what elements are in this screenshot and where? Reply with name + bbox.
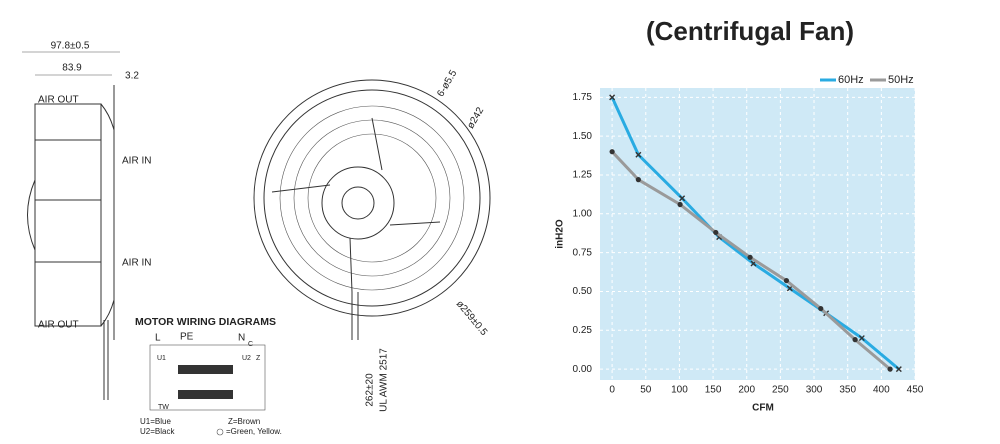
x-tick-label: 400	[873, 385, 890, 396]
dimension: ø242	[465, 105, 486, 131]
ring	[279, 105, 465, 291]
y-tick-label: 1.25	[573, 170, 593, 181]
point	[852, 337, 858, 343]
ring	[307, 133, 437, 263]
y-tick-label: 0.50	[573, 286, 593, 297]
point	[786, 285, 793, 292]
coil	[178, 365, 233, 374]
point	[783, 277, 790, 284]
point	[747, 254, 753, 260]
wiring-legend: Z=Brown	[228, 417, 260, 426]
airflow-label: AIR IN	[122, 156, 151, 167]
terminal: U1	[157, 355, 166, 362]
dimension: 97.8±0.5	[51, 41, 90, 52]
point	[895, 366, 902, 373]
hub	[27, 179, 36, 251]
point	[818, 305, 824, 312]
y-tick-label: 1.50	[573, 131, 593, 142]
point	[679, 195, 686, 202]
outer-ring	[253, 79, 491, 317]
technical-drawing: 97.8±0.5 83.9 3.2 AIR OUT AIR IN AIR IN …	[22, 41, 491, 436]
plot-background	[600, 88, 915, 380]
ring	[293, 119, 451, 277]
airflow-label: AIR IN	[122, 258, 151, 269]
y-tick-label: 0.25	[573, 325, 593, 336]
x-tick-label: 0	[609, 385, 615, 396]
terminal: Z	[256, 355, 261, 362]
cable-spec: UL AWM 2517	[379, 348, 390, 412]
dimension: ø259±0.5	[454, 299, 490, 339]
coil	[178, 390, 233, 399]
chart: (Centrifugal Fan) CFM inH2O 0.00 0.25 0.50…	[555, 16, 924, 414]
motor	[321, 166, 395, 240]
fan-body	[34, 103, 102, 327]
dimension: 6-ø5.5	[435, 68, 459, 99]
legend-label: 60Hz	[838, 74, 864, 86]
terminal: PE	[180, 332, 194, 343]
x-tick-label: 350	[839, 385, 856, 396]
x-tick-label: 50	[640, 385, 652, 396]
ring	[263, 89, 481, 307]
x-tick-label: 450	[907, 385, 924, 396]
y-tick-label: 0.00	[573, 364, 593, 375]
x-tick-label: 100	[671, 385, 688, 396]
ground-symbol	[216, 428, 224, 436]
x-tick-label: 150	[705, 385, 722, 396]
cable	[351, 292, 359, 340]
x-tick-label: 300	[806, 385, 823, 396]
terminal: N	[238, 333, 245, 344]
terminal: C	[248, 341, 253, 348]
terminal: L	[155, 333, 161, 344]
point	[887, 366, 893, 372]
point	[635, 151, 642, 158]
point	[858, 335, 865, 342]
y-axis-label: inH2O	[555, 219, 566, 249]
wiring-box	[149, 344, 266, 411]
y-tick-label: 1.75	[573, 92, 593, 103]
chart-title: (Centrifugal Fan)	[646, 16, 854, 46]
x-tick-label: 200	[738, 385, 755, 396]
wiring-title: MOTOR WIRING DIAGRAMS	[135, 316, 276, 328]
wiring-legend: U1=Blue	[140, 417, 171, 426]
y-tick-label: 1.00	[573, 208, 593, 219]
wiring-legend: =Green, Yellow.	[226, 427, 282, 436]
point	[635, 177, 641, 183]
shaft	[341, 186, 375, 220]
y-tick-label: 0.75	[573, 247, 593, 258]
point	[609, 149, 615, 155]
point	[677, 201, 683, 208]
dimension: 262±20	[365, 373, 376, 407]
terminal: TW	[158, 404, 169, 411]
shroud	[100, 103, 115, 327]
legend-label: 50Hz	[888, 74, 914, 86]
x-tick-label: 250	[772, 385, 789, 396]
airflow-label: AIR OUT	[38, 95, 79, 106]
spokes	[271, 117, 441, 293]
dimension: 83.9	[62, 63, 82, 74]
point	[609, 94, 616, 101]
cable	[103, 320, 109, 400]
terminal: U2	[242, 355, 251, 362]
dimension: 3.2	[125, 71, 139, 82]
wiring-legend: U2=Black	[140, 427, 175, 436]
point	[713, 229, 719, 236]
airflow-label: AIR OUT	[38, 320, 79, 331]
x-axis-label: CFM	[752, 403, 774, 414]
